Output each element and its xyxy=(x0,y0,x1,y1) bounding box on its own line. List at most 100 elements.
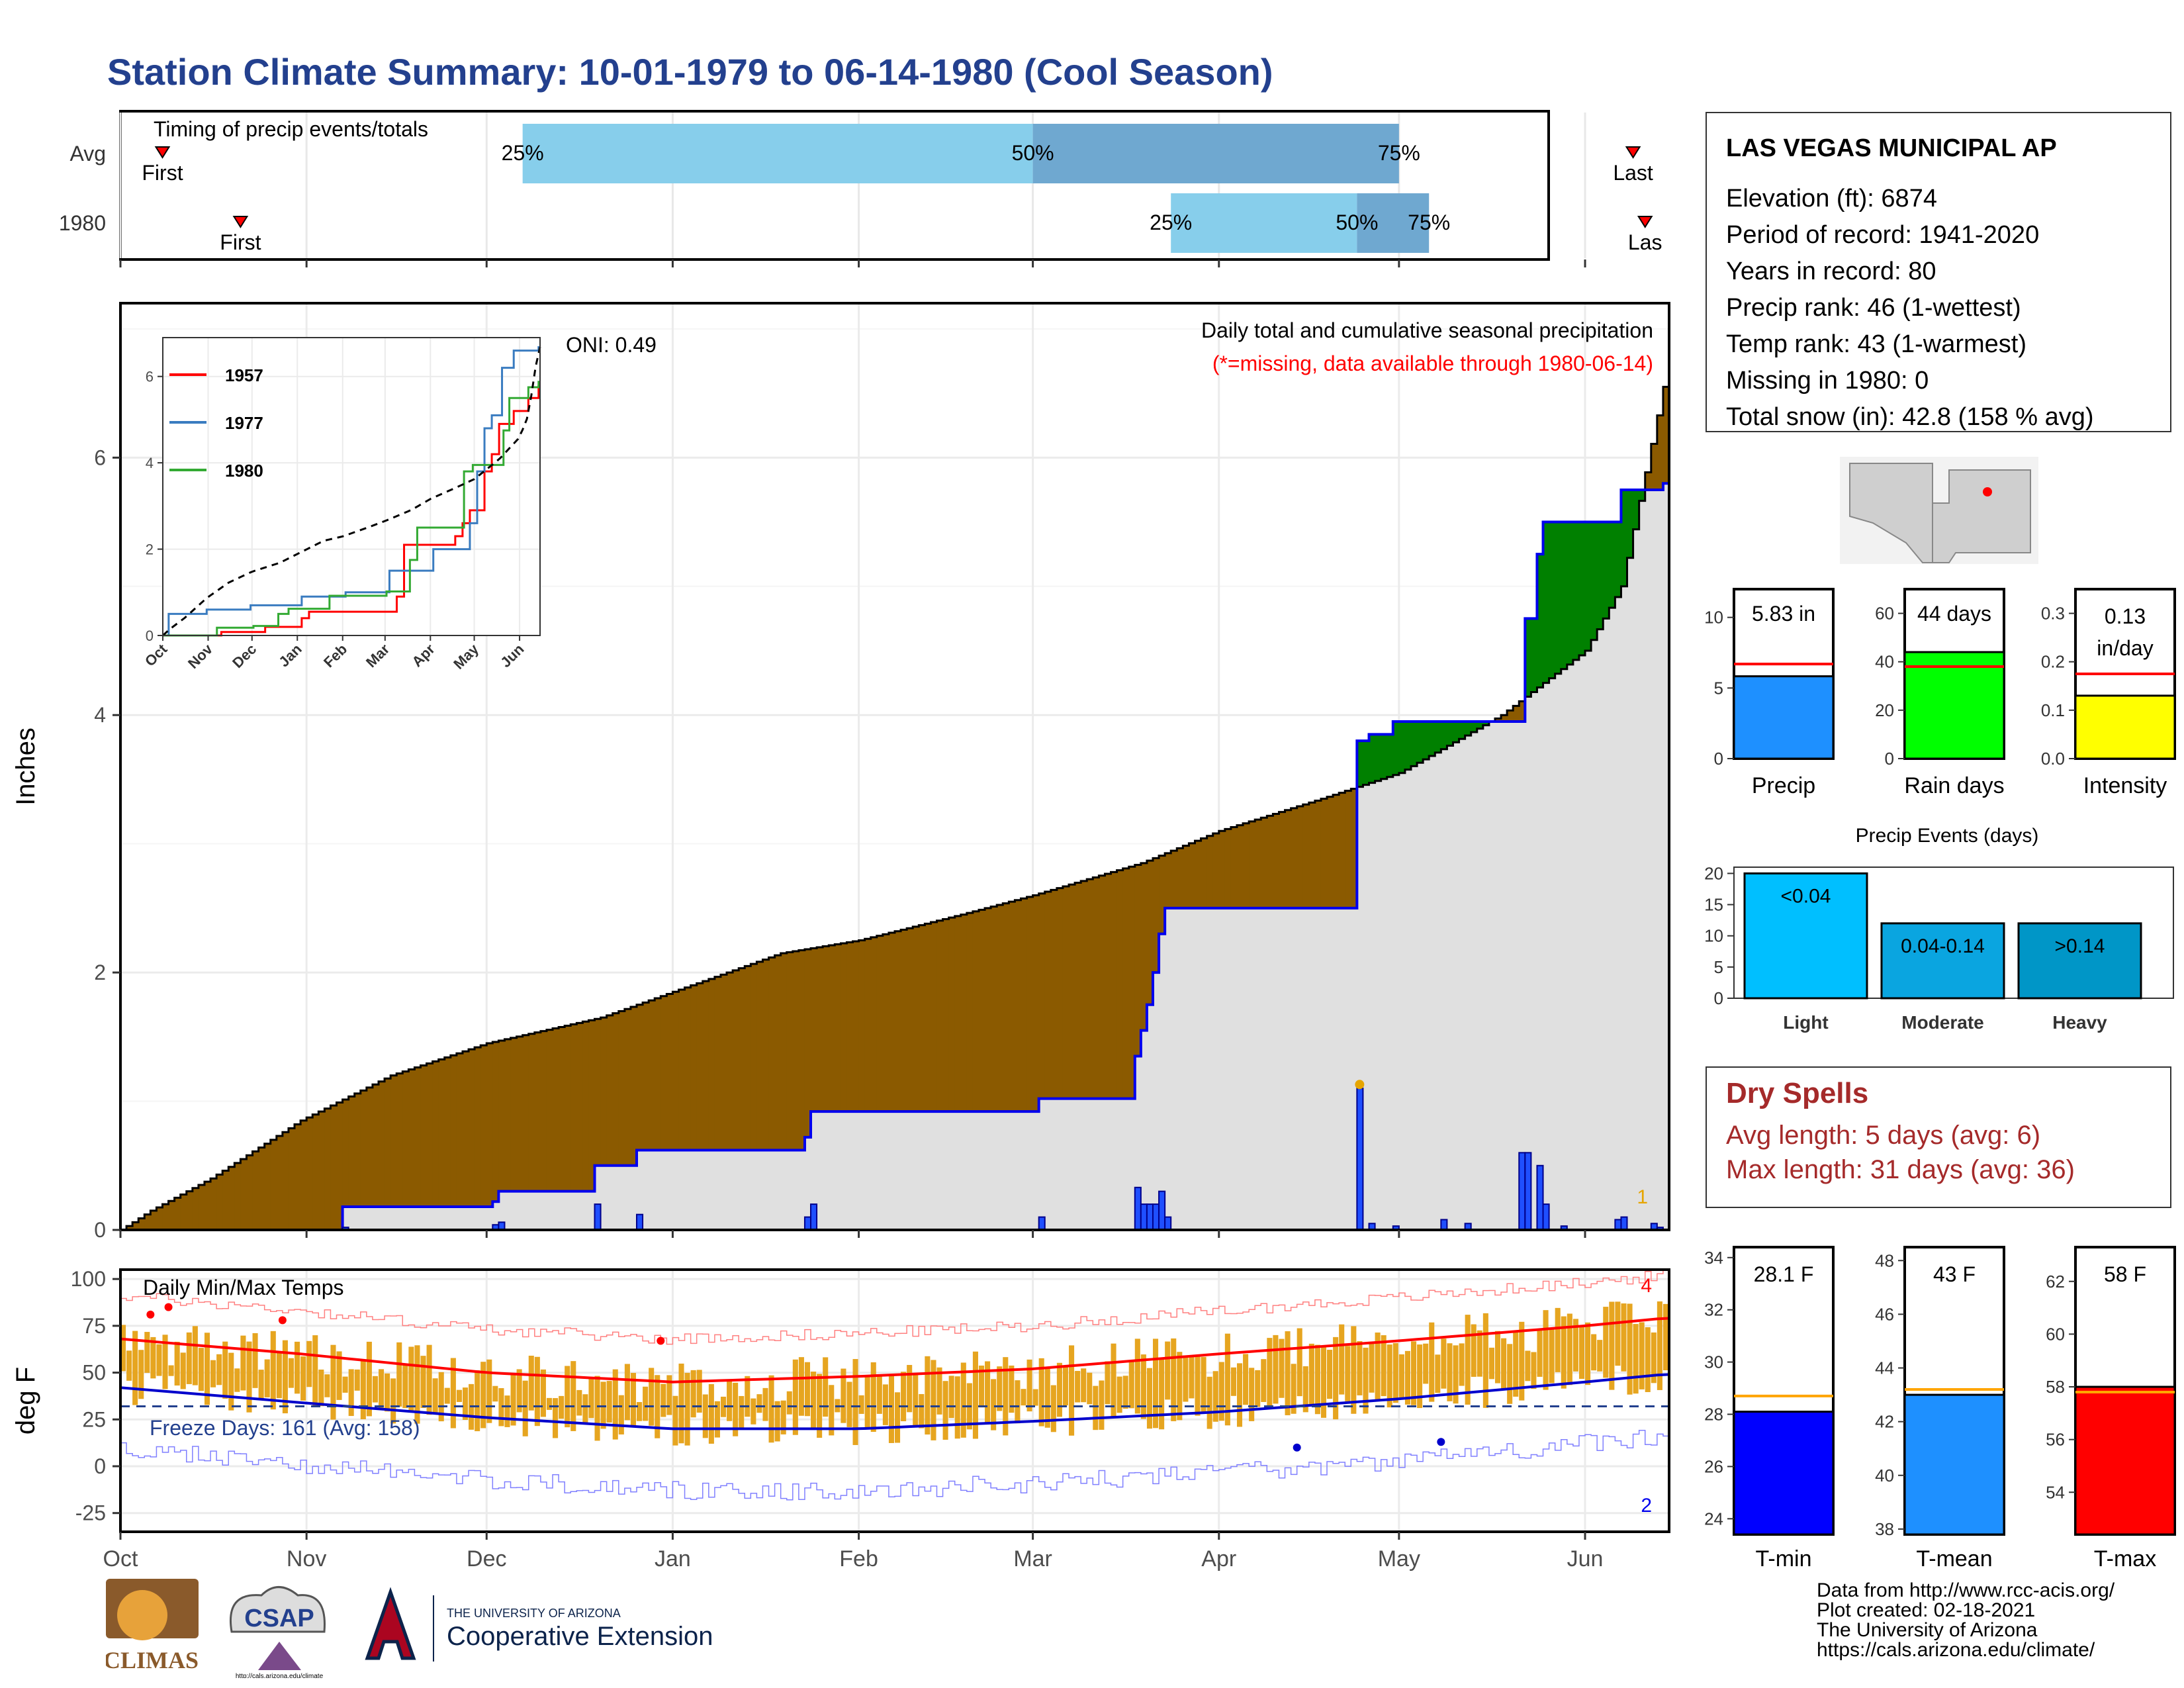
deficit-segment xyxy=(1062,886,1069,1099)
daily-temp-bar xyxy=(204,1333,210,1405)
daily-temp-bar xyxy=(300,1356,306,1401)
station-info-line: Elevation (ft): 6874 xyxy=(1726,185,1937,212)
events-title: Precip Events (days) xyxy=(1856,825,2039,847)
temp-summary-tick-label: 34 xyxy=(1704,1248,1723,1268)
deficit-segment xyxy=(396,1073,403,1207)
daily-temp-bar xyxy=(739,1395,745,1429)
daily-temp-bar xyxy=(1105,1361,1111,1405)
surplus-segment xyxy=(1591,522,1598,640)
deficit-segment xyxy=(270,1139,277,1230)
daily-temp-bar xyxy=(1302,1366,1308,1413)
surplus-segment xyxy=(1561,522,1568,669)
daily-temp-bar xyxy=(1501,1338,1507,1391)
temp-summary-tick-label: 24 xyxy=(1704,1509,1723,1528)
deficit-segment xyxy=(714,976,721,1150)
surplus-segment xyxy=(1429,721,1435,756)
daily-temp-bar xyxy=(162,1335,168,1389)
daily-temp-bar xyxy=(1435,1354,1441,1393)
deficit-segment xyxy=(1273,814,1279,908)
daily-temp-bar xyxy=(264,1359,270,1397)
deficit-segment xyxy=(420,1065,428,1207)
observed-area xyxy=(120,483,1669,1231)
daily-temp-bar xyxy=(913,1373,919,1426)
daily-temp-bar xyxy=(1134,1338,1140,1414)
event-bar xyxy=(1743,872,1868,1000)
daily-temp-bar xyxy=(126,1350,132,1381)
credit-line: https://cals.arizona.edu/climate/ xyxy=(1817,1639,2095,1661)
station-info-line: Period of record: 1941-2020 xyxy=(1726,221,2039,249)
daily-temp-bar xyxy=(1447,1343,1453,1401)
inset-lines xyxy=(161,346,541,637)
deficit-segment xyxy=(1171,851,1177,908)
record-high-marker xyxy=(278,1316,287,1325)
deficit-segment xyxy=(156,1207,163,1230)
deficit-segment xyxy=(402,1071,409,1207)
dry-spells-panel: Dry Spells Avg length: 5 days (avg: 6) M… xyxy=(1706,1066,2171,1208)
deficit-segment xyxy=(1297,806,1304,908)
event-bar-label: Heavy xyxy=(2052,1012,2107,1033)
daily-temp-bar xyxy=(1609,1301,1615,1390)
daily-temp-bar xyxy=(1387,1344,1392,1408)
daily-temp-bar xyxy=(156,1344,162,1376)
ua-logo: THE UNIVERSITY OF ARIZONA Cooperative Ex… xyxy=(365,1587,713,1662)
daily-temp-bar xyxy=(1627,1303,1633,1395)
temp-panel-frame xyxy=(119,1268,1670,1533)
deficit-segment xyxy=(870,937,878,1112)
daily-temp-bar xyxy=(1314,1344,1320,1415)
last-label: Las xyxy=(1628,230,1662,254)
daily-temp-bar xyxy=(798,1357,804,1416)
temp-summary-tick-label: 42 xyxy=(1875,1412,1894,1432)
deficit-segment xyxy=(204,1182,211,1230)
deficit-segment xyxy=(997,905,1003,1112)
first-marker xyxy=(232,216,249,228)
daily-temp-bar xyxy=(1591,1334,1597,1371)
daily-temp-bar xyxy=(186,1332,192,1384)
daily-precip-bar xyxy=(1356,1088,1364,1231)
deficit-segment xyxy=(180,1194,187,1230)
daily-temp-bar xyxy=(318,1369,324,1407)
daily-temp-bar xyxy=(991,1379,997,1430)
temp-bar-panels: 24 26 28 30 32 34 28.1 F T-min 38 40 42 44 46 48 43 F T… xyxy=(1704,1246,2176,1571)
daily-temp-bar xyxy=(426,1344,432,1415)
month-label: Jun xyxy=(1567,1546,1604,1571)
daily-temp-bar xyxy=(1159,1358,1165,1430)
surplus-segment xyxy=(1441,721,1447,749)
deficit-segment xyxy=(655,998,661,1150)
deficit-segment xyxy=(379,1081,385,1207)
deficit-segment xyxy=(576,1023,583,1192)
deficit-segment xyxy=(144,1214,151,1230)
daily-temp-bar xyxy=(649,1368,655,1426)
temp-summary-bar xyxy=(1733,1411,1835,1536)
summary-tick-label: 60 xyxy=(1875,604,1894,624)
deficit-segment xyxy=(553,1028,559,1192)
daily-temp-bar xyxy=(486,1359,492,1423)
daily-temp-bar xyxy=(348,1369,354,1417)
deficit-segment xyxy=(606,1015,614,1166)
daily-temp-bar xyxy=(745,1376,751,1417)
month-label: Dec xyxy=(467,1546,506,1571)
deficit-segment xyxy=(469,1049,475,1207)
deficit-segment xyxy=(966,913,974,1112)
deficit-segment xyxy=(1015,900,1021,1112)
temp-summary-value-label: 28.1 F xyxy=(1754,1262,1814,1286)
daily-temp-bar xyxy=(1320,1346,1327,1418)
deficit-segment xyxy=(739,968,745,1150)
ua-small-text: THE UNIVERSITY OF ARIZONA xyxy=(447,1607,621,1620)
avg-low-line xyxy=(120,1373,1670,1430)
deficit-segment xyxy=(414,1067,421,1207)
daily-temp-bar xyxy=(576,1389,582,1416)
inset-average-line xyxy=(161,346,541,637)
daily-temp-bar xyxy=(1218,1362,1224,1421)
daily-temp-bar xyxy=(462,1387,469,1420)
deficit-segment xyxy=(1314,800,1322,908)
deficit-segment xyxy=(1206,835,1214,908)
daily-temp-bar xyxy=(1633,1324,1639,1394)
deficit-segment xyxy=(546,1029,553,1192)
temp-summary-tick-label: 58 xyxy=(2046,1377,2065,1397)
inset-line-1980 xyxy=(163,381,540,637)
station-lines: Elevation (ft): 6874 Period of record: 19… xyxy=(1726,185,2094,431)
deficit-segment xyxy=(565,1025,571,1192)
daily-precip-bar xyxy=(1524,1152,1532,1231)
daily-temp-bar xyxy=(354,1369,360,1391)
observed-cumulative-line xyxy=(120,482,1669,1231)
